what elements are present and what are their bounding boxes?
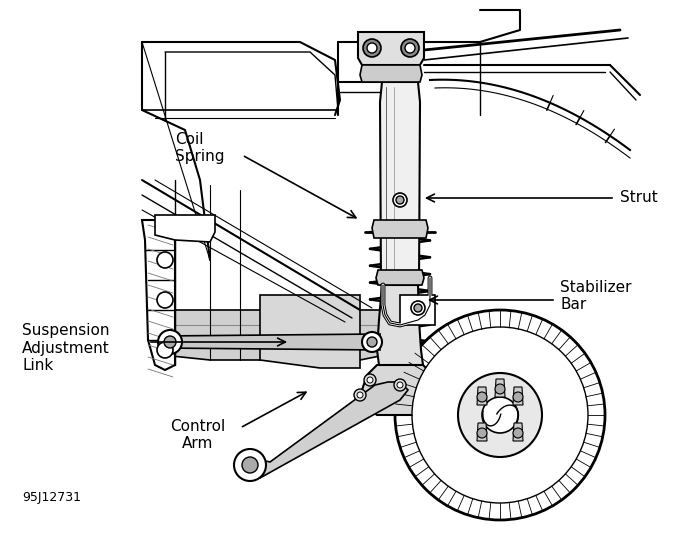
- Circle shape: [157, 342, 173, 358]
- Polygon shape: [162, 334, 380, 350]
- Polygon shape: [372, 220, 428, 238]
- Circle shape: [414, 304, 422, 312]
- Polygon shape: [513, 423, 523, 441]
- Circle shape: [393, 193, 407, 207]
- Circle shape: [367, 43, 377, 53]
- Circle shape: [405, 43, 415, 53]
- Circle shape: [477, 428, 487, 438]
- Circle shape: [482, 397, 518, 433]
- Polygon shape: [477, 423, 487, 441]
- Polygon shape: [495, 379, 505, 397]
- Circle shape: [158, 330, 182, 354]
- Circle shape: [363, 39, 381, 57]
- Circle shape: [395, 310, 605, 520]
- Circle shape: [477, 392, 487, 402]
- Circle shape: [411, 301, 425, 315]
- Text: Suspension
Adjustment
Link: Suspension Adjustment Link: [22, 323, 110, 373]
- Polygon shape: [400, 295, 435, 325]
- Circle shape: [354, 389, 366, 401]
- Circle shape: [164, 336, 176, 348]
- Circle shape: [412, 327, 588, 503]
- Text: Coil
Spring: Coil Spring: [175, 132, 225, 164]
- Circle shape: [157, 252, 173, 268]
- Circle shape: [367, 337, 377, 347]
- Circle shape: [364, 374, 376, 386]
- Circle shape: [362, 332, 382, 352]
- Circle shape: [394, 379, 406, 391]
- Circle shape: [513, 392, 523, 402]
- Text: Control
Arm: Control Arm: [170, 419, 225, 451]
- Text: 95J12731: 95J12731: [22, 491, 81, 503]
- Circle shape: [157, 292, 173, 308]
- Polygon shape: [380, 82, 420, 285]
- Polygon shape: [235, 382, 408, 478]
- Polygon shape: [358, 32, 424, 65]
- Polygon shape: [360, 65, 422, 82]
- Polygon shape: [377, 285, 423, 372]
- Circle shape: [513, 428, 523, 438]
- Circle shape: [242, 457, 258, 473]
- Polygon shape: [142, 220, 175, 370]
- Polygon shape: [162, 310, 385, 360]
- Polygon shape: [362, 365, 438, 415]
- Polygon shape: [376, 270, 424, 285]
- Polygon shape: [513, 387, 523, 405]
- Text: Strut: Strut: [620, 190, 658, 206]
- Polygon shape: [477, 387, 487, 405]
- Polygon shape: [260, 295, 360, 368]
- Circle shape: [458, 373, 542, 457]
- Circle shape: [357, 392, 363, 398]
- Circle shape: [401, 39, 419, 57]
- Circle shape: [397, 382, 403, 388]
- Polygon shape: [155, 215, 215, 242]
- Circle shape: [396, 196, 404, 204]
- Circle shape: [367, 377, 373, 383]
- Circle shape: [495, 384, 505, 394]
- Text: Stabilizer
Bar: Stabilizer Bar: [560, 280, 632, 312]
- Circle shape: [234, 449, 266, 481]
